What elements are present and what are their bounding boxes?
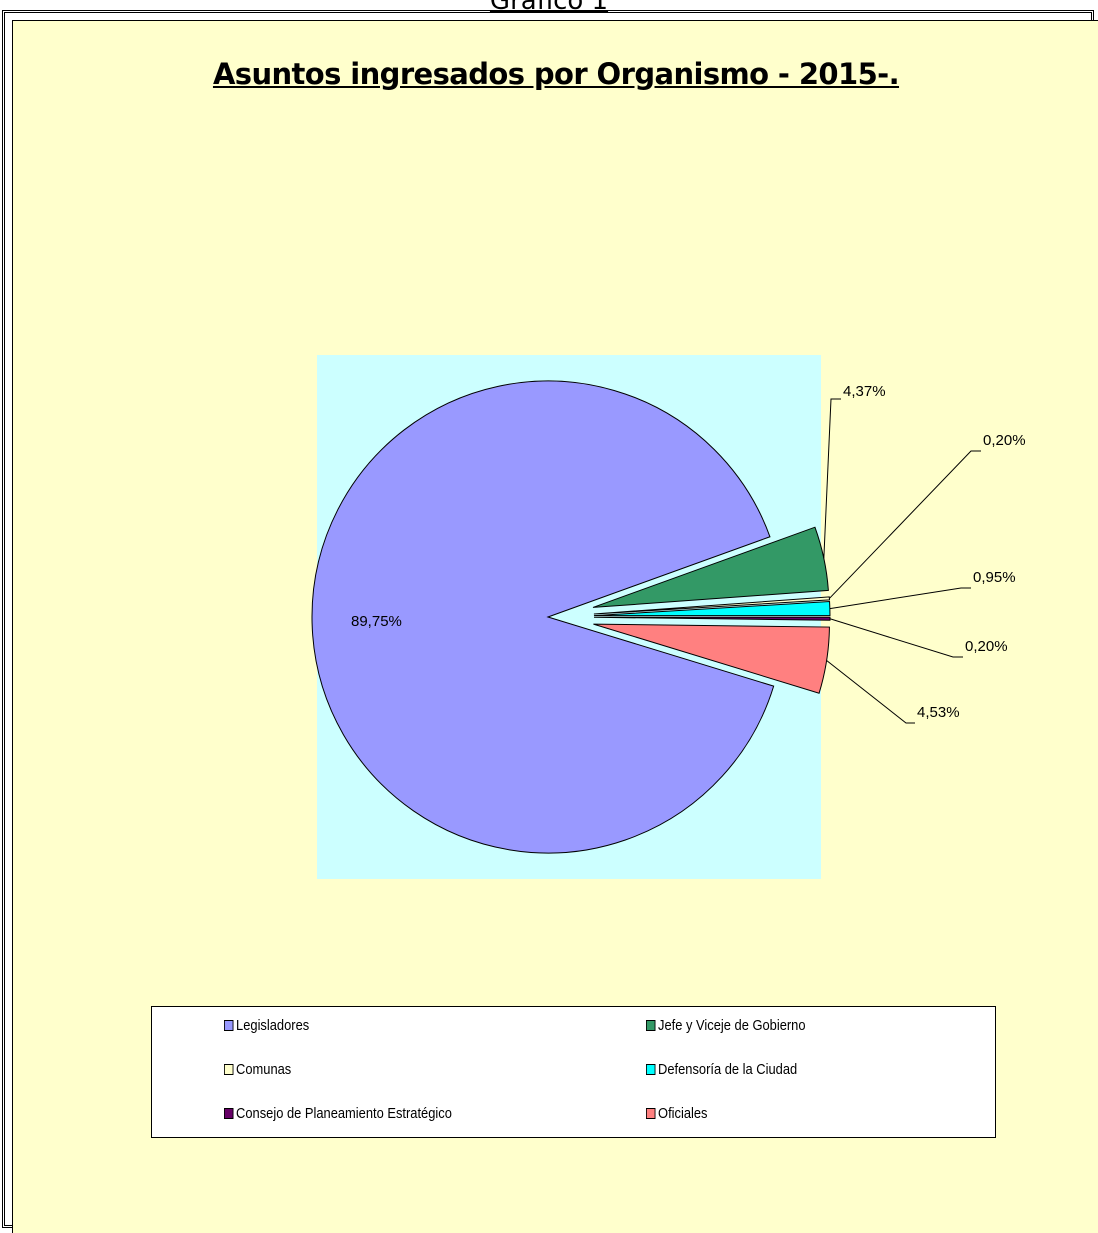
legend-swatch	[646, 1108, 656, 1119]
legend-label: Defensoría de la Ciudad	[658, 1061, 798, 1078]
legend-item-comunas: Comunas	[224, 1061, 291, 1078]
legend-label: Comunas	[236, 1061, 292, 1078]
legend-item-defensoria: Defensoría de la Ciudad	[646, 1061, 797, 1078]
pie-slice-legisladores	[311, 380, 775, 854]
legend-swatch	[646, 1064, 656, 1075]
legend: Legisladores Jefe y Viceje de Gobierno C…	[151, 1006, 996, 1138]
leader-line	[826, 660, 915, 724]
pie-slice-jefe-y-viceje-de-gobierno	[592, 526, 829, 608]
legend-label: Jefe y Viceje de Gobierno	[658, 1017, 806, 1034]
pie-slice-comunas	[593, 596, 831, 615]
pie-slice-defensor-a-de-la-ciudad	[593, 601, 831, 617]
leader-line	[829, 450, 981, 599]
leader-line	[829, 587, 971, 610]
chart-title: Asuntos ingresados por Organismo - 2015-…	[212, 57, 900, 91]
legend-item-jefe: Jefe y Viceje de Gobierno	[646, 1017, 806, 1034]
legend-label: Legisladores	[236, 1017, 310, 1034]
legend-item-legisladores: Legisladores	[224, 1017, 309, 1034]
data-label: 0,20%	[983, 432, 1026, 449]
chart-canvas: Asuntos ingresados por Organismo - 2015-…	[12, 20, 1098, 1233]
leader-line	[823, 398, 841, 559]
pie-slice-consejo-de-planeamiento-estrat-gico	[593, 616, 831, 621]
leader-lines	[823, 398, 981, 724]
data-label: 4,53%	[917, 704, 960, 721]
leader-line	[829, 618, 963, 658]
legend-item-oficiales: Oficiales	[646, 1105, 708, 1122]
legend-swatch	[224, 1064, 234, 1075]
legend-swatch	[224, 1020, 234, 1031]
legend-swatch	[224, 1108, 234, 1119]
data-label: 0,20%	[965, 638, 1008, 655]
pie-slices	[311, 380, 831, 854]
legend-swatch	[646, 1020, 656, 1031]
legend-item-consejo: Consejo de Planeamiento Estratégico	[224, 1105, 452, 1122]
legend-label: Oficiales	[658, 1105, 708, 1122]
data-label: 89,75%	[351, 613, 402, 630]
legend-label: Consejo de Planeamiento Estratégico	[236, 1105, 452, 1122]
data-label: 4,37%	[843, 383, 886, 400]
pie-chart: 89,75% 4,37% 0,20% 0,95% 0,20% 4,53%	[311, 355, 1026, 879]
data-labels: 89,75% 4,37% 0,20% 0,95% 0,20% 4,53%	[351, 383, 1026, 721]
data-label: 0,95%	[973, 569, 1016, 586]
